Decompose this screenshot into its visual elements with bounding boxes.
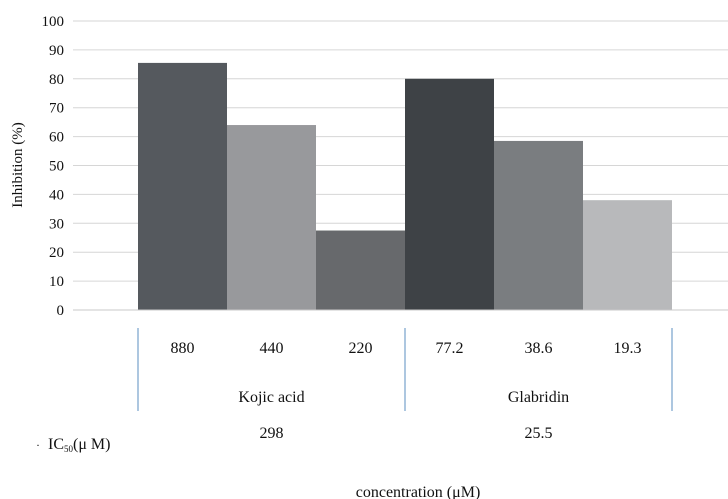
group-labels: Kojic acid 298 Glabridin 25.5 [238, 389, 569, 442]
y-tick-label: 100 [42, 14, 65, 30]
ic50-value: 25.5 [525, 425, 553, 442]
ic50-value: 298 [260, 425, 284, 442]
bar [227, 125, 316, 310]
bar [583, 200, 672, 310]
category-dividers [137, 328, 673, 411]
y-tick-labels: 0 10 20 30 40 50 60 70 80 90 100 [42, 14, 65, 319]
x-tick-label: 880 [171, 340, 195, 357]
y-tick-label: 90 [49, 43, 64, 59]
y-tick-label: 30 [49, 216, 64, 232]
y-tick-label: 60 [49, 130, 64, 146]
x-tick-label: 38.6 [525, 340, 553, 357]
x-tick-label: 77.2 [436, 340, 464, 357]
bar [138, 62, 227, 310]
y-tick-label: 20 [49, 245, 64, 261]
y-tick-label: 80 [49, 72, 64, 88]
x-tick-label: 440 [260, 340, 284, 357]
y-axis-label: Inhibition (%) [10, 122, 26, 207]
x-tick-labels: 880 440 220 77.2 38.6 19.3 [171, 340, 642, 357]
x-axis-label: concentration (μM) [356, 484, 481, 499]
group-label: Kojic acid [238, 389, 304, 406]
bars [138, 62, 672, 310]
ic50-row: · IC50(μ M) [36, 436, 110, 454]
bar [316, 230, 405, 310]
y-tick-label: 50 [49, 159, 64, 175]
y-tick-label: 10 [49, 274, 64, 290]
y-tick-label: 40 [49, 187, 64, 203]
y-tick-label: 0 [57, 303, 65, 319]
ic50-label: IC50(μ M) [48, 436, 110, 454]
ic50-marker: · [36, 438, 40, 452]
group-label: Glabridin [508, 389, 569, 406]
y-tick-label: 70 [49, 101, 64, 117]
bar [494, 140, 583, 310]
x-tick-label: 220 [349, 340, 373, 357]
ic50-subscript: 50 [64, 444, 74, 454]
bar [405, 78, 494, 310]
x-tick-label: 19.3 [614, 340, 642, 357]
